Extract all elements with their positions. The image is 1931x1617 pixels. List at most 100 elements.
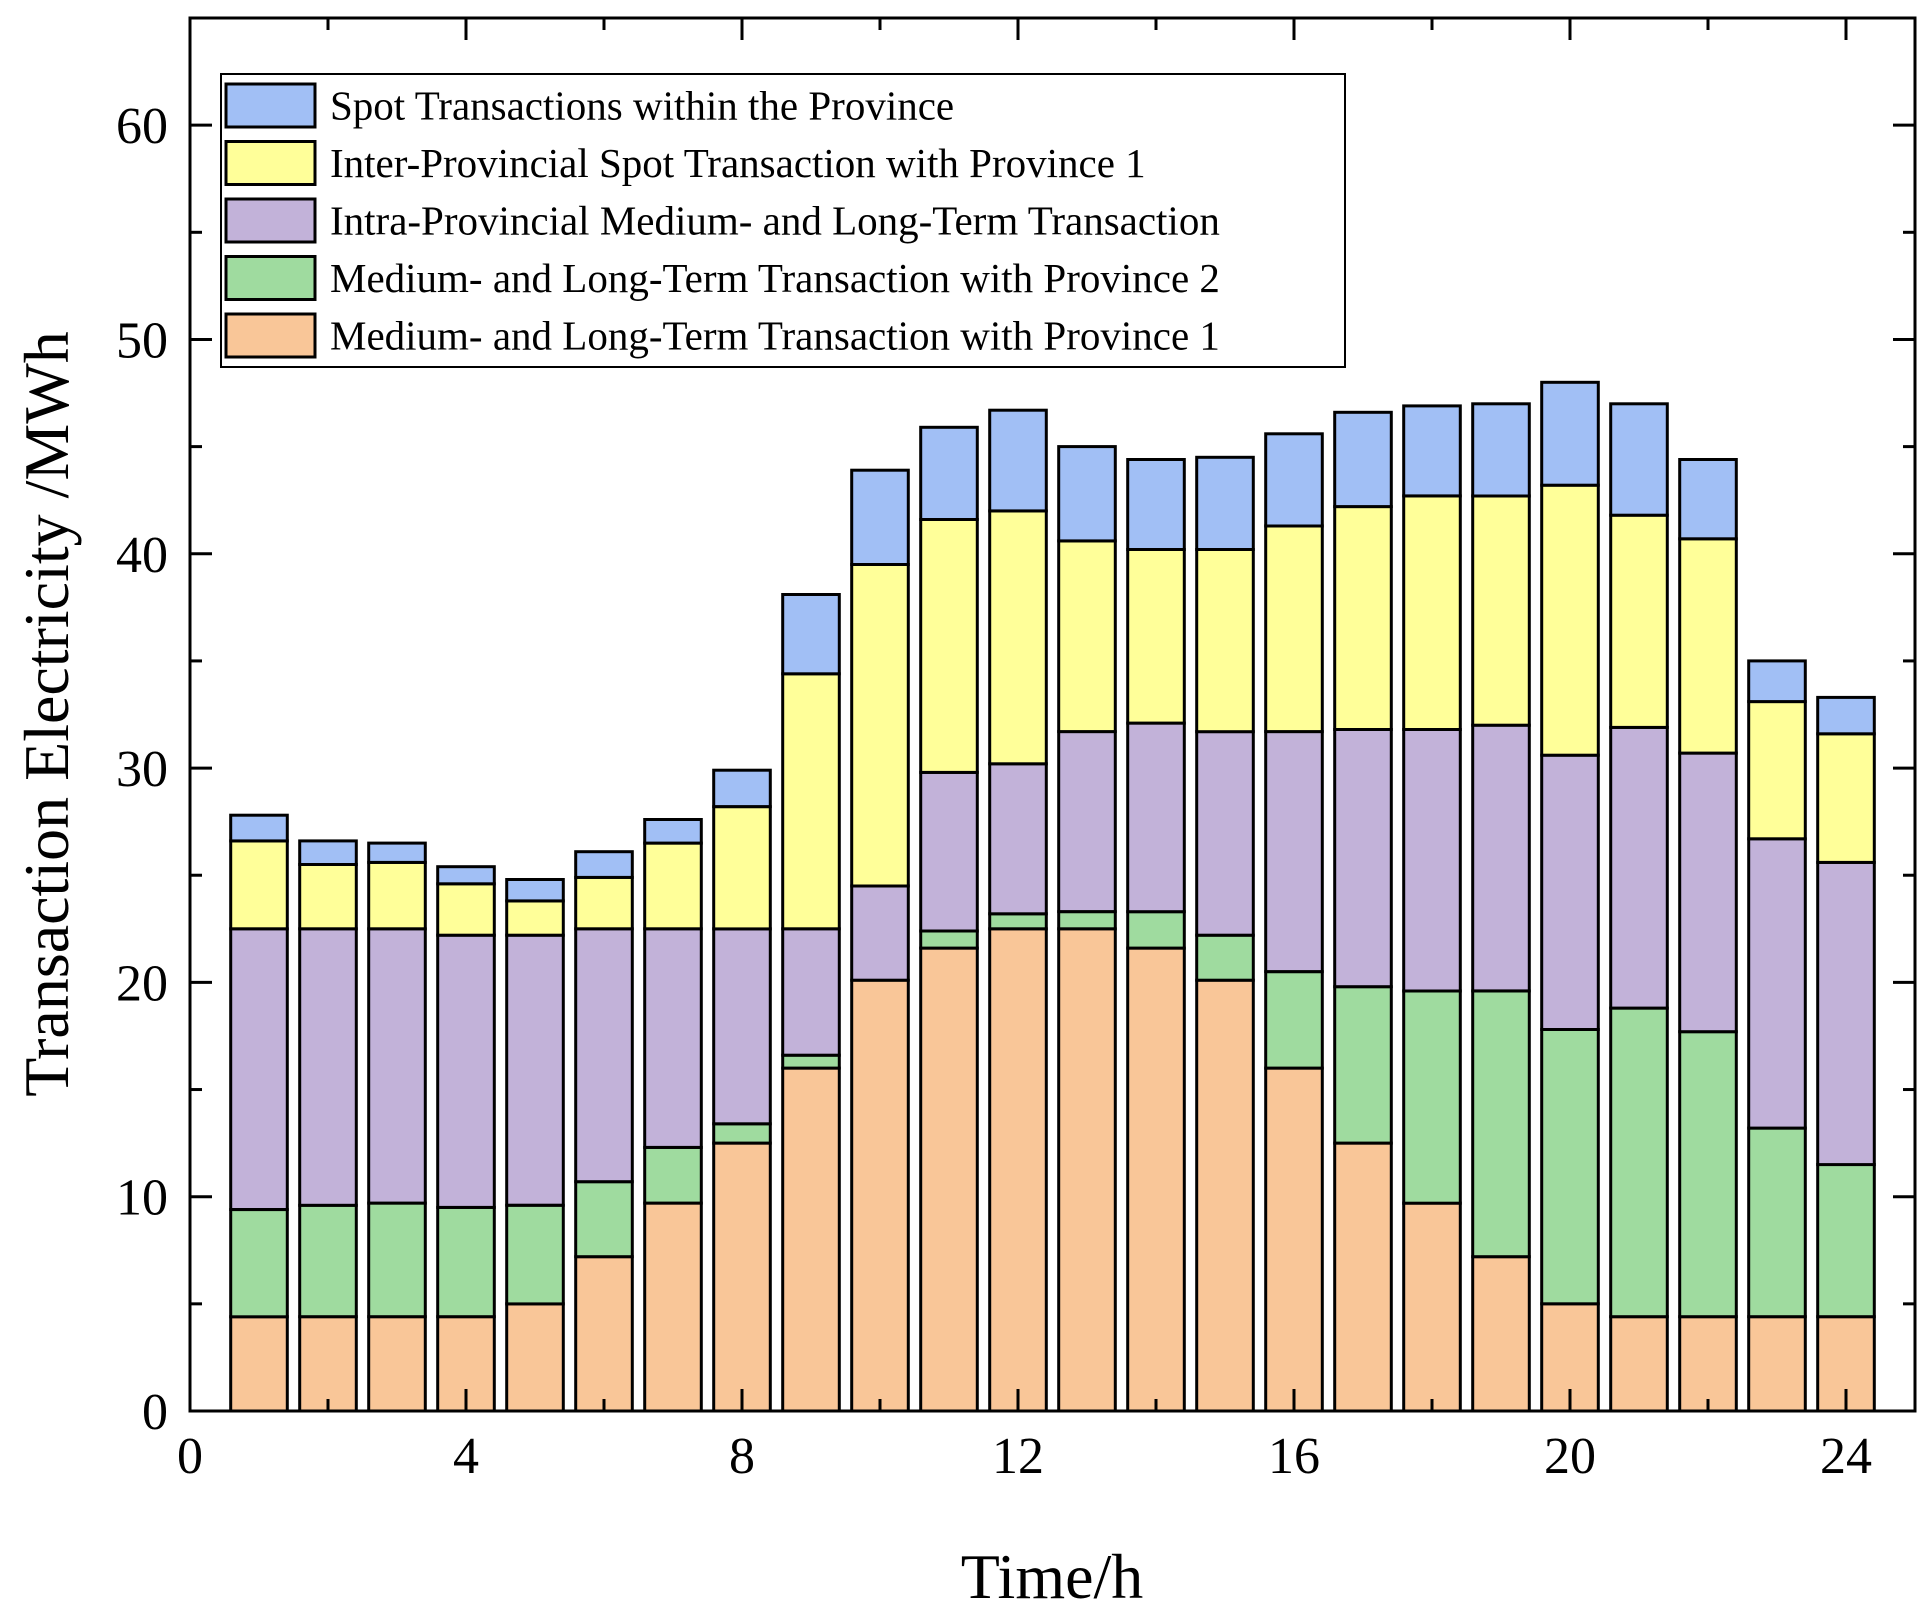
y-tick-label-50: 50 xyxy=(116,312,168,369)
bar-hour-6-series-4 xyxy=(574,875,634,931)
bar-hour-10-series-5 xyxy=(850,468,910,567)
bar-hour-12-series-1 xyxy=(988,927,1048,1413)
bar-hour-21-series-3 xyxy=(1609,725,1669,1010)
bar-hour-18-series-2 xyxy=(1402,989,1462,1205)
bar-hour-15-series-5 xyxy=(1195,455,1255,551)
bar-hour-12-series-3 xyxy=(988,762,1048,916)
bar-hour-2-series-1 xyxy=(298,1315,358,1413)
bar-hour-12-series-4 xyxy=(988,509,1048,766)
bar-hour-12-series-5 xyxy=(988,408,1048,513)
bar-hour-15-series-4 xyxy=(1195,548,1255,734)
bar-hour-18-series-3 xyxy=(1402,728,1462,993)
legend-label-5: Medium- and Long-Term Transaction with P… xyxy=(330,313,1220,359)
bar-hour-24-series-5 xyxy=(1816,695,1876,736)
bar-hour-2-series-5 xyxy=(298,839,358,867)
x-tick-label-16: 16 xyxy=(1268,1428,1320,1485)
bar-hour-5-series-3 xyxy=(505,933,565,1207)
bar-hour-1-series-2 xyxy=(229,1208,289,1319)
y-tick-label-30: 30 xyxy=(116,741,168,798)
bar-hour-19-series-1 xyxy=(1471,1255,1531,1413)
axes-layer: 0 10 20 30 40 50 60 0 4 8 12 16 20 24 xyxy=(116,18,1915,1485)
bar-hour-11-series-3 xyxy=(919,770,979,933)
bar-hour-15-series-2 xyxy=(1195,933,1255,982)
bar-hour-22-series-3 xyxy=(1678,751,1738,1034)
bar-hour-7-series-4 xyxy=(643,841,703,931)
bar-hour-6-series-1 xyxy=(574,1255,634,1413)
bar-hour-21-series-1 xyxy=(1609,1315,1669,1413)
bar-hour-10-series-3 xyxy=(850,884,910,982)
y-tick-label-0: 0 xyxy=(142,1384,168,1441)
bar-hour-4-series-2 xyxy=(436,1205,496,1319)
bar-hour-1-series-5 xyxy=(229,813,289,843)
bar-hour-17-series-1 xyxy=(1333,1141,1393,1413)
legend-box xyxy=(220,73,1346,368)
bar-hour-19-series-2 xyxy=(1471,989,1531,1259)
bar-hour-5-series-4 xyxy=(505,899,565,937)
bar-hour-11-series-5 xyxy=(919,425,979,521)
y-tick-label-60: 60 xyxy=(116,98,168,155)
bar-hour-9-series-2 xyxy=(781,1053,841,1070)
bar-hour-8-series-5 xyxy=(712,768,772,809)
bar-hour-21-series-2 xyxy=(1609,1006,1669,1319)
legend-swatch-3 xyxy=(224,197,317,244)
bar-hour-9-series-3 xyxy=(781,927,841,1057)
bar-hour-18-series-4 xyxy=(1402,494,1462,731)
y-tick-label-20: 20 xyxy=(116,955,168,1012)
bar-hour-19-series-3 xyxy=(1471,723,1531,993)
bar-hour-11-series-1 xyxy=(919,946,979,1413)
bar-hour-20-series-4 xyxy=(1540,483,1600,757)
bar-hour-15-series-1 xyxy=(1195,978,1255,1413)
bar-hour-7-series-3 xyxy=(643,927,703,1149)
bar-hour-4-series-3 xyxy=(436,933,496,1209)
bar-hour-8-series-1 xyxy=(712,1141,772,1413)
bar-hour-20-series-3 xyxy=(1540,753,1600,1031)
bar-hour-13-series-5 xyxy=(1057,445,1117,543)
y-tick-label-40: 40 xyxy=(116,527,168,584)
legend-swatch-2 xyxy=(224,140,317,186)
bar-hour-13-series-2 xyxy=(1057,910,1117,931)
bar-hour-6-series-3 xyxy=(574,927,634,1184)
bar-hour-14-series-2 xyxy=(1126,910,1186,950)
bar-hour-3-series-3 xyxy=(367,927,427,1205)
bar-hour-16-series-5 xyxy=(1264,432,1324,528)
bar-hour-23-series-2 xyxy=(1747,1126,1807,1319)
bar-hour-24-series-3 xyxy=(1816,860,1876,1167)
bar-hour-17-series-3 xyxy=(1333,728,1393,989)
bar-hour-15-series-3 xyxy=(1195,730,1255,937)
bar-hour-14-series-4 xyxy=(1126,548,1186,725)
legend: Spot Transactions within the Province Int… xyxy=(220,73,1346,368)
bar-hour-14-series-3 xyxy=(1126,721,1186,914)
bar-hour-16-series-2 xyxy=(1264,970,1324,1070)
x-tick-label-24: 24 xyxy=(1820,1428,1872,1485)
legend-swatch-1 xyxy=(224,82,317,129)
x-axis-title: Time/h xyxy=(961,1541,1144,1612)
bar-hour-7-series-5 xyxy=(643,818,703,845)
bar-hour-16-series-3 xyxy=(1264,730,1324,974)
x-tick-label-12: 12 xyxy=(992,1428,1044,1485)
bar-hour-16-series-1 xyxy=(1264,1066,1324,1413)
bar-hour-18-series-1 xyxy=(1402,1201,1462,1413)
legend-label-1: Spot Transactions within the Province xyxy=(330,83,954,129)
bar-hour-6-series-2 xyxy=(574,1180,634,1259)
bar-hour-19-series-5 xyxy=(1471,402,1531,498)
bar-hour-8-series-3 xyxy=(712,927,772,1126)
bar-hour-8-series-2 xyxy=(712,1122,772,1145)
bar-hour-1-series-4 xyxy=(229,839,289,931)
bar-hour-14-series-1 xyxy=(1126,946,1186,1413)
bar-hour-8-series-4 xyxy=(712,805,772,931)
x-tick-label-4: 4 xyxy=(453,1428,479,1485)
bar-hour-10-series-1 xyxy=(850,978,910,1413)
legend-label-4: Medium- and Long-Term Transaction with P… xyxy=(330,255,1220,301)
plot-frame xyxy=(188,16,1917,1413)
bar-hour-9-series-1 xyxy=(781,1066,841,1413)
bar-hour-20-series-5 xyxy=(1540,380,1600,487)
bar-hour-3-series-5 xyxy=(367,841,427,864)
bar-hour-4-series-5 xyxy=(436,865,496,886)
bar-hour-14-series-5 xyxy=(1126,458,1186,551)
bar-hour-24-series-4 xyxy=(1816,732,1876,864)
legend-label-3: Intra-Provincial Medium- and Long-Term T… xyxy=(330,198,1220,244)
bar-hour-17-series-5 xyxy=(1333,410,1393,509)
bar-hour-22-series-1 xyxy=(1678,1315,1738,1413)
